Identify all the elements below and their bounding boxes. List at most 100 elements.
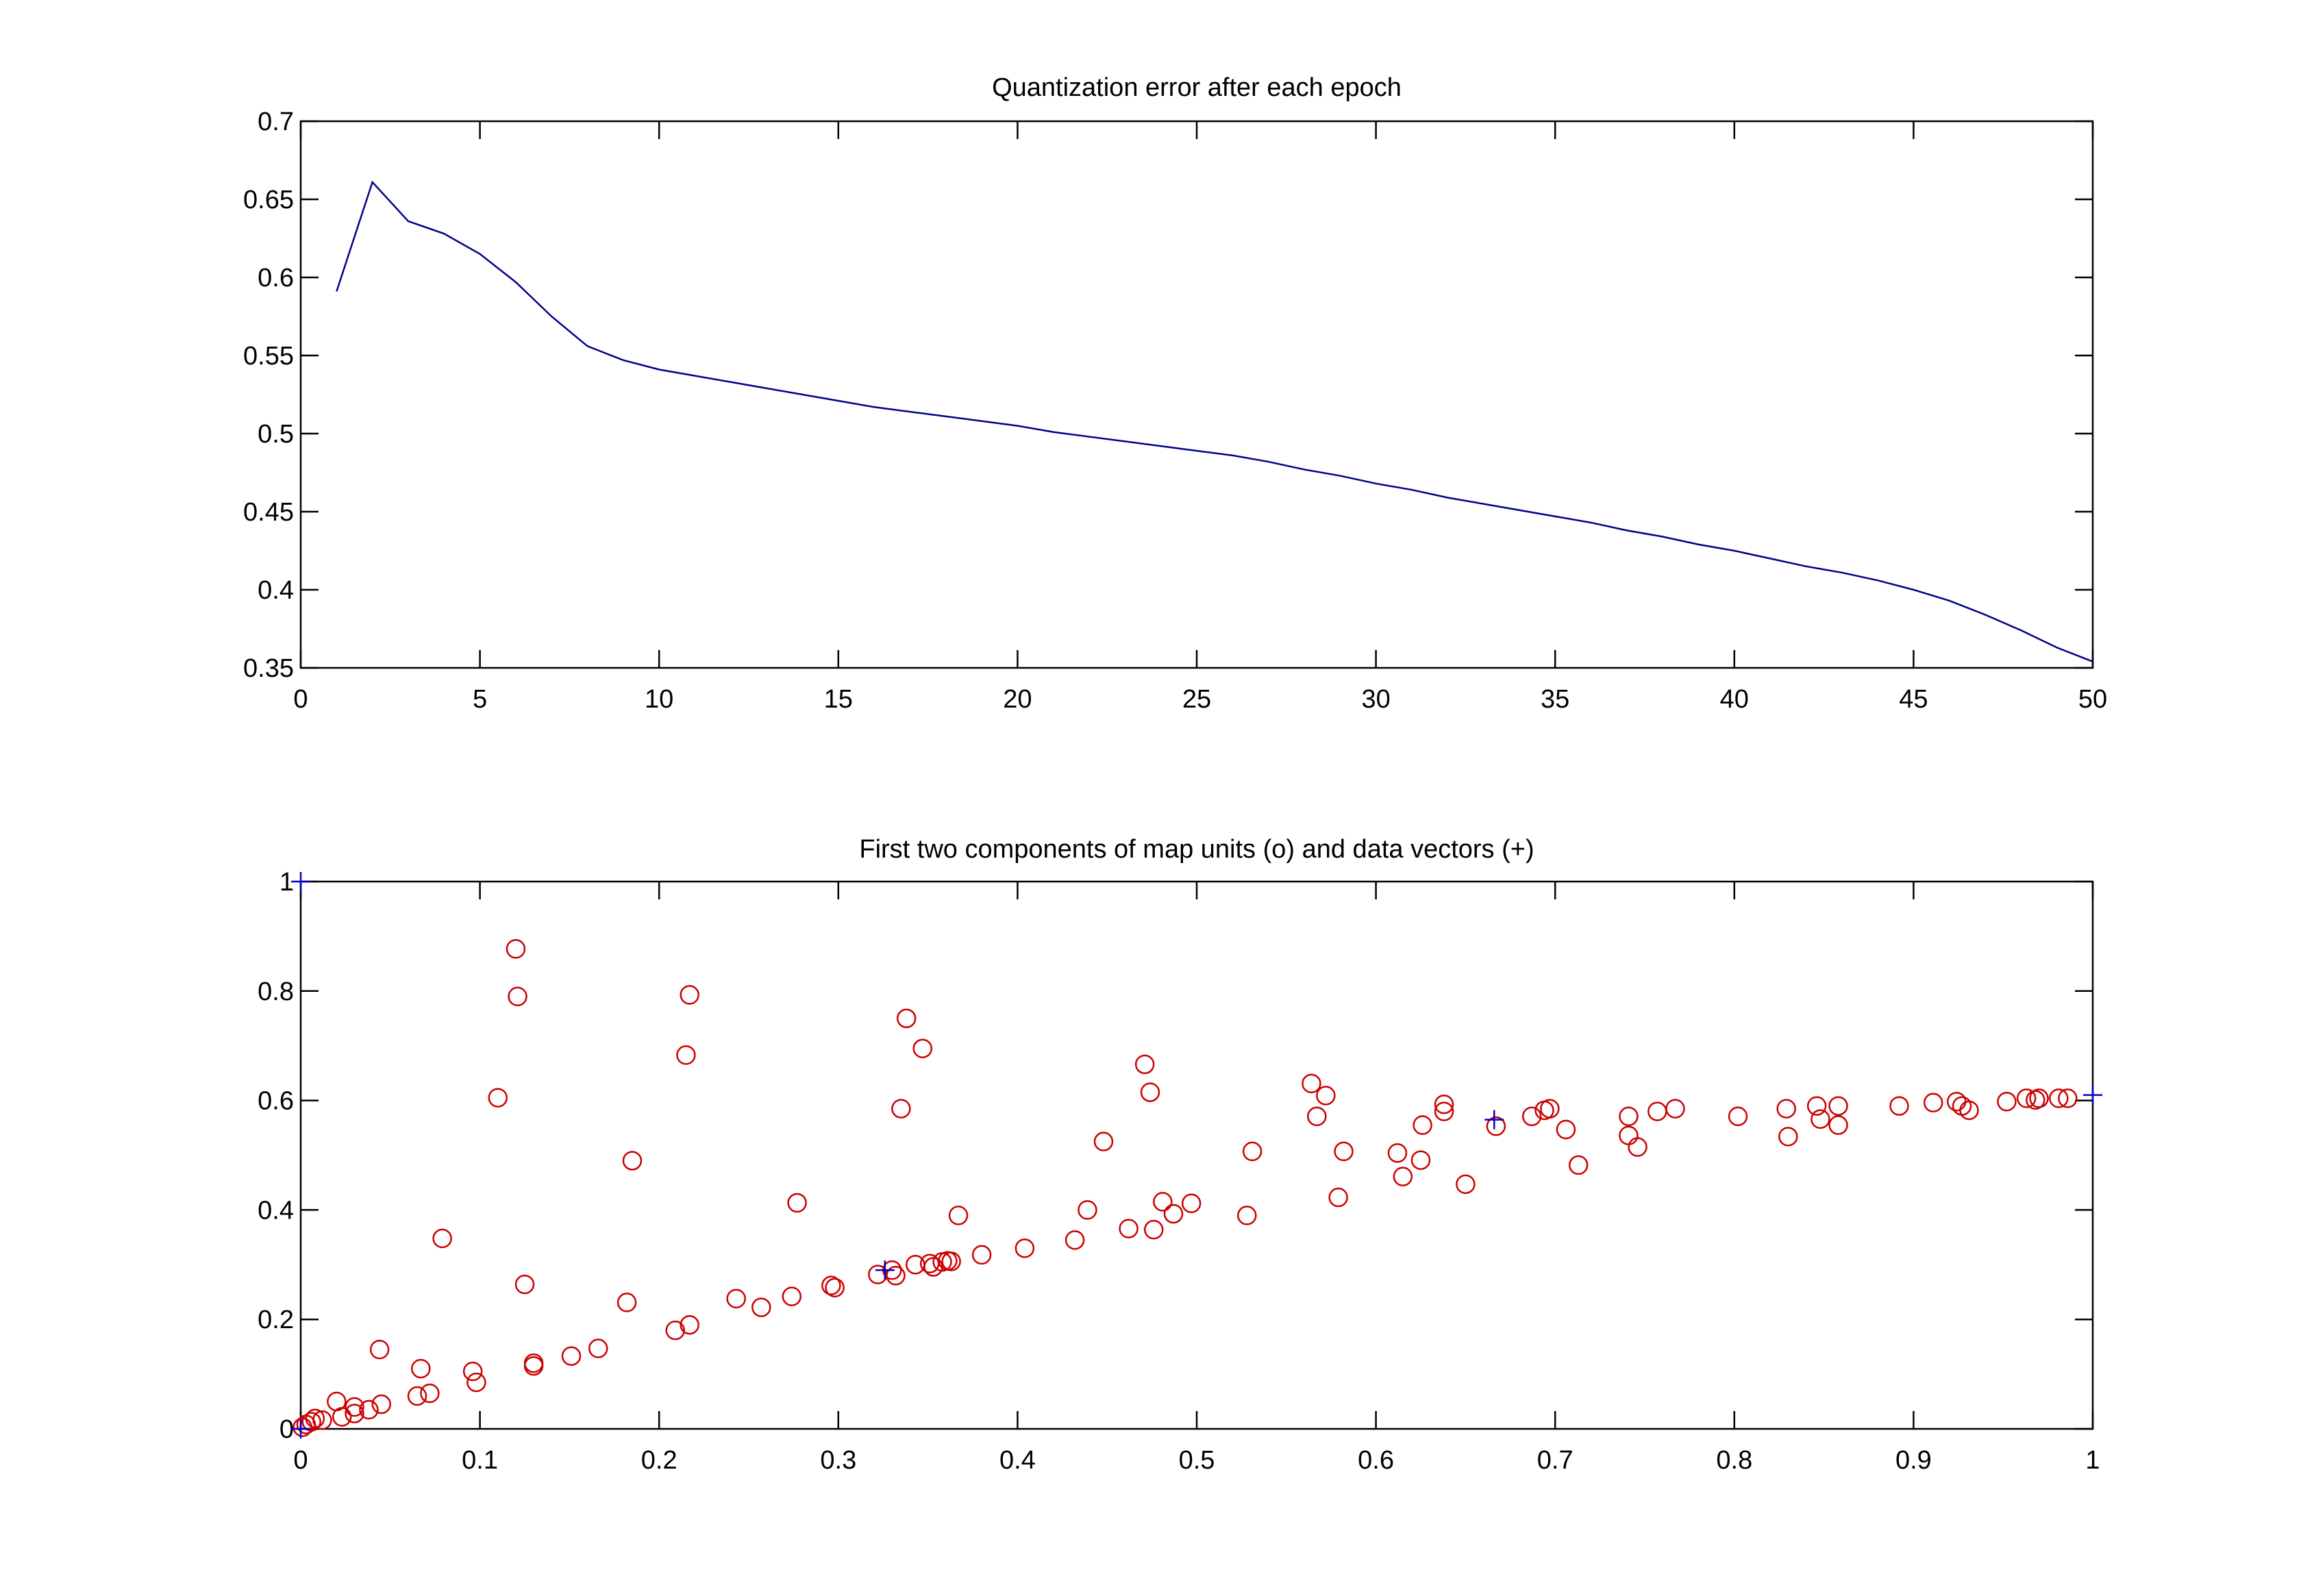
y-tick-label: 0.2 bbox=[258, 1306, 294, 1334]
y-tick-label: 0.7 bbox=[258, 108, 294, 136]
chart-title: Quantization error after each epoch bbox=[992, 73, 1402, 102]
data-vector-point bbox=[2083, 1085, 2102, 1105]
map-unit-point bbox=[1778, 1127, 1798, 1147]
data-vector-point bbox=[291, 872, 310, 891]
map-unit-point bbox=[345, 1397, 364, 1417]
map-unit-point bbox=[1302, 1073, 1321, 1094]
x-tick-label: 0.6 bbox=[1358, 1446, 1394, 1475]
x-tick-label: 45 bbox=[1899, 685, 1928, 714]
map-unit-point bbox=[1776, 1099, 1796, 1119]
map-unit-point bbox=[432, 1228, 452, 1249]
map-unit-point bbox=[467, 1372, 486, 1393]
y-tick-label: 0.4 bbox=[258, 576, 294, 605]
map-unit-point bbox=[1181, 1193, 1202, 1214]
axes-box bbox=[299, 120, 2094, 669]
x-tick-label: 40 bbox=[1720, 685, 1749, 714]
x-tick-label: 0.2 bbox=[641, 1446, 677, 1475]
map-unit-point bbox=[1015, 1238, 1035, 1258]
map-unit-point bbox=[305, 1408, 325, 1429]
map-unit-point bbox=[912, 1038, 933, 1058]
map-unit-point bbox=[1316, 1086, 1336, 1106]
x-tick-label: 0 bbox=[293, 685, 308, 714]
x-tick-label: 0.3 bbox=[820, 1446, 856, 1475]
map-unit-point bbox=[665, 1320, 685, 1341]
map-unit-point bbox=[514, 1274, 535, 1295]
map-unit-point bbox=[1728, 1106, 1748, 1127]
y-tick-label: 0.55 bbox=[243, 342, 294, 371]
map-unit-point bbox=[941, 1251, 961, 1271]
map-unit-point bbox=[1434, 1101, 1454, 1121]
map-unit-point bbox=[2029, 1088, 2049, 1108]
map-unit-point bbox=[301, 1412, 321, 1432]
map-unit-point bbox=[1619, 1125, 1639, 1145]
map-unit-point bbox=[1806, 1096, 1827, 1116]
map-unit-point bbox=[896, 1008, 917, 1028]
map-unit-point bbox=[1628, 1137, 1647, 1157]
map-unit-point bbox=[1959, 1100, 1979, 1121]
map-unit-point bbox=[1568, 1155, 1589, 1175]
map-unit-point bbox=[1811, 1109, 1830, 1130]
map-unit-point bbox=[1242, 1141, 1263, 1162]
map-unit-point bbox=[1997, 1091, 2017, 1112]
map-unit-point bbox=[312, 1410, 332, 1430]
map-unit-point bbox=[1889, 1096, 1909, 1116]
map-unit-point bbox=[680, 985, 699, 1005]
x-tick-label: 0.7 bbox=[1537, 1446, 1574, 1475]
map-unit-point bbox=[1078, 1200, 1097, 1220]
map-unit-point bbox=[1413, 1115, 1432, 1135]
map-unit-point bbox=[1334, 1141, 1354, 1162]
map-unit-point bbox=[407, 1386, 427, 1406]
x-tick-label: 5 bbox=[473, 685, 487, 714]
map-unit-point bbox=[1236, 1206, 1257, 1225]
map-unit-point bbox=[508, 986, 527, 1007]
data-vector-point bbox=[291, 1419, 310, 1438]
map-unit-point bbox=[1828, 1115, 1848, 1135]
x-tick-label: 25 bbox=[1182, 685, 1211, 714]
map-unit-point bbox=[1328, 1187, 1348, 1208]
x-tick-label: 1 bbox=[2085, 1446, 2100, 1475]
components-scatter-axes: First two components of map units (o) an… bbox=[258, 835, 2102, 1475]
map-unit-point bbox=[1434, 1094, 1454, 1114]
map-unit-point bbox=[1828, 1096, 1848, 1116]
map-unit-point bbox=[369, 1339, 390, 1360]
map-unit-point bbox=[680, 1314, 699, 1335]
map-unit-point bbox=[622, 1151, 643, 1171]
map-unit-point bbox=[462, 1361, 483, 1382]
map-unit-point bbox=[1556, 1119, 1576, 1140]
quantization-error-axes: Quantization error after each epoch 0 5 10… bbox=[243, 73, 2107, 714]
map-unit-point bbox=[1619, 1106, 1639, 1127]
map-unit-point bbox=[411, 1358, 431, 1379]
map-unit-point bbox=[1093, 1132, 1114, 1151]
map-unit-point bbox=[345, 1404, 364, 1423]
map-unit-point bbox=[886, 1266, 906, 1286]
map-unit-point bbox=[1134, 1054, 1155, 1075]
map-unit-point bbox=[2016, 1088, 2037, 1108]
x-tick-label: 0.4 bbox=[999, 1446, 1036, 1475]
map-unit-point bbox=[1410, 1150, 1431, 1170]
map-unit-point bbox=[1540, 1099, 1560, 1119]
map-unit-point bbox=[1163, 1204, 1184, 1224]
map-unit-point bbox=[332, 1407, 352, 1427]
map-unit-point bbox=[1140, 1082, 1160, 1102]
map-unit-point bbox=[506, 939, 526, 959]
map-unit-point bbox=[782, 1286, 802, 1306]
map-unit-point bbox=[617, 1293, 637, 1312]
map-unit-point bbox=[2058, 1088, 2078, 1108]
y-tick-label: 0.45 bbox=[243, 498, 294, 527]
error-line bbox=[336, 180, 2093, 663]
map-unit-point bbox=[1521, 1106, 1542, 1127]
map-unit-point bbox=[588, 1338, 608, 1358]
map-unit-point bbox=[1923, 1093, 1943, 1113]
map-unit-point bbox=[676, 1045, 696, 1065]
map-unit-point bbox=[1647, 1101, 1667, 1121]
map-unit-point bbox=[1119, 1219, 1139, 1238]
map-unit-point bbox=[1486, 1116, 1506, 1136]
map-unit-point bbox=[891, 1099, 911, 1119]
map-unit-point bbox=[1143, 1219, 1164, 1240]
x-tick-label: 50 bbox=[2078, 685, 2107, 714]
map-unit-point bbox=[751, 1297, 771, 1317]
y-tick-label: 0.65 bbox=[243, 186, 294, 214]
map-unit-point bbox=[359, 1399, 379, 1420]
map-unit-point bbox=[561, 1346, 582, 1366]
